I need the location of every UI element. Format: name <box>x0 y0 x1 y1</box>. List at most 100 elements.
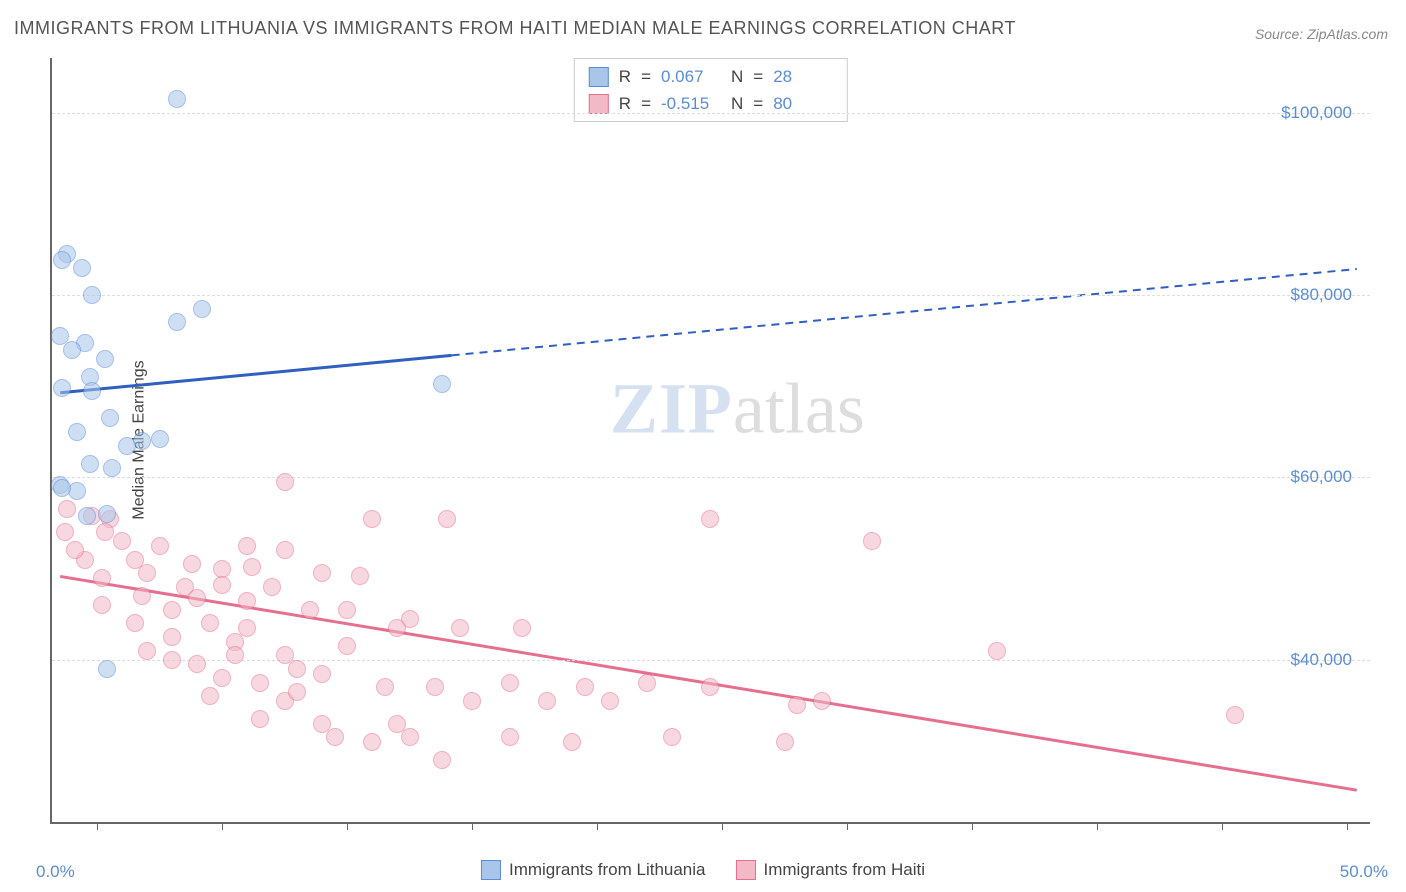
haiti-point <box>201 614 219 632</box>
watermark-bold: ZIP <box>610 369 733 449</box>
haiti-point <box>501 728 519 746</box>
haiti-point <box>401 728 419 746</box>
x-axis-max-label: 50.0% <box>1340 862 1388 882</box>
x-tick <box>597 822 598 830</box>
haiti-point <box>363 510 381 528</box>
lithuania-point <box>81 455 99 473</box>
lithuania-point <box>63 341 81 359</box>
eq-sign-2: = <box>753 63 763 90</box>
lithuania-point <box>68 482 86 500</box>
haiti-point <box>93 569 111 587</box>
legend-swatch-haiti <box>736 860 756 880</box>
lithuania-point <box>78 507 96 525</box>
x-tick <box>97 822 98 830</box>
haiti-point <box>288 660 306 678</box>
lithuania-point <box>193 300 211 318</box>
haiti-point <box>701 510 719 528</box>
haiti-point <box>226 646 244 664</box>
lithuania-point <box>83 382 101 400</box>
haiti-point <box>93 596 111 614</box>
haiti-point <box>213 576 231 594</box>
lithuania-point <box>151 430 169 448</box>
gridline <box>52 660 1370 661</box>
haiti-point <box>501 674 519 692</box>
lithuania-point <box>98 660 116 678</box>
haiti-point <box>1226 706 1244 724</box>
haiti-point <box>238 592 256 610</box>
x-tick <box>722 822 723 830</box>
lithuania-point <box>96 350 114 368</box>
haiti-point <box>238 537 256 555</box>
haiti-point <box>813 692 831 710</box>
swatch-haiti <box>589 94 609 114</box>
r-label: R <box>619 63 631 90</box>
lithuania-point <box>101 409 119 427</box>
lithuania-point <box>53 479 71 497</box>
haiti-point <box>351 567 369 585</box>
lithuania-point <box>118 437 136 455</box>
haiti-point <box>188 655 206 673</box>
lithuania-point <box>53 379 71 397</box>
watermark: ZIPatlas <box>610 368 865 451</box>
x-tick <box>472 822 473 830</box>
y-tick-label: $60,000 <box>1291 467 1352 487</box>
haiti-point <box>513 619 531 637</box>
lithuania-point <box>83 286 101 304</box>
correlation-row-lithuania: R = 0.067 N = 28 <box>589 63 833 90</box>
x-tick <box>1097 822 1098 830</box>
haiti-point <box>313 665 331 683</box>
n-value-lithuania: 28 <box>773 63 833 90</box>
haiti-point <box>183 555 201 573</box>
haiti-point <box>338 637 356 655</box>
haiti-point <box>56 523 74 541</box>
haiti-point <box>301 601 319 619</box>
haiti-point <box>96 523 114 541</box>
watermark-rest: atlas <box>733 369 865 449</box>
haiti-point <box>313 564 331 582</box>
legend-label-haiti: Immigrants from Haiti <box>764 860 926 880</box>
eq-sign: = <box>641 63 651 90</box>
legend-item-haiti: Immigrants from Haiti <box>736 860 926 880</box>
haiti-point <box>188 589 206 607</box>
haiti-point <box>426 678 444 696</box>
haiti-point <box>243 558 261 576</box>
haiti-point <box>438 510 456 528</box>
haiti-point <box>151 537 169 555</box>
haiti-point <box>538 692 556 710</box>
haiti-point <box>133 587 151 605</box>
x-tick <box>1347 822 1348 830</box>
chart-title: IMMIGRANTS FROM LITHUANIA VS IMMIGRANTS … <box>14 18 1016 39</box>
gridline <box>52 295 1370 296</box>
n-label: N <box>731 63 743 90</box>
haiti-point <box>251 674 269 692</box>
haiti-point <box>988 642 1006 660</box>
haiti-point <box>326 728 344 746</box>
haiti-point <box>251 710 269 728</box>
lithuania-point <box>98 505 116 523</box>
haiti-point <box>788 696 806 714</box>
haiti-point <box>576 678 594 696</box>
lithuania-point <box>168 313 186 331</box>
haiti-point <box>776 733 794 751</box>
haiti-point <box>288 683 306 701</box>
haiti-point <box>463 692 481 710</box>
plot-area: Median Male Earnings ZIPatlas R = 0.067 … <box>50 58 1370 824</box>
haiti-point <box>433 751 451 769</box>
haiti-point <box>138 642 156 660</box>
swatch-lithuania <box>589 67 609 87</box>
haiti-point <box>451 619 469 637</box>
haiti-point <box>276 541 294 559</box>
haiti-point <box>201 687 219 705</box>
haiti-point <box>388 619 406 637</box>
haiti-point <box>863 532 881 550</box>
lithuania-point <box>168 90 186 108</box>
r-value-lithuania: 0.067 <box>661 63 721 90</box>
haiti-point <box>163 651 181 669</box>
lithuania-point <box>53 251 71 269</box>
x-tick <box>1222 822 1223 830</box>
lithuania-point <box>68 423 86 441</box>
series-legend: Immigrants from Lithuania Immigrants fro… <box>481 860 925 880</box>
haiti-point <box>66 541 84 559</box>
trend-lines <box>52 58 1370 822</box>
x-tick <box>347 822 348 830</box>
